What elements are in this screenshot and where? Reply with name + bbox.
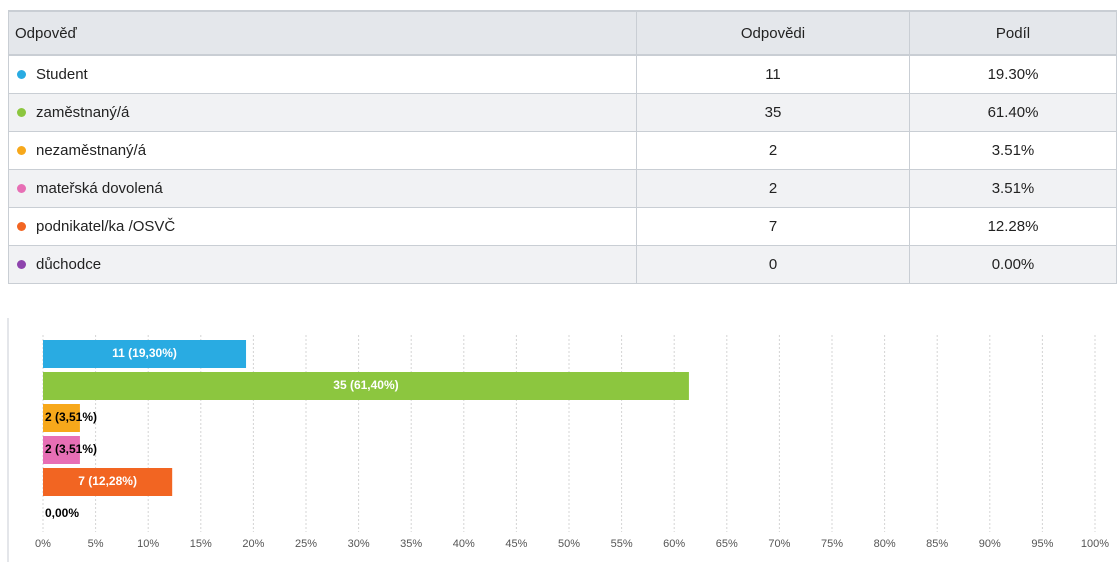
x-tick-label: 75% [821, 538, 843, 550]
table-row: mateřská dovolená 2 3.51% [8, 170, 1117, 208]
legend-dot [17, 222, 26, 231]
data-label: 2 (3,51%) [45, 442, 97, 456]
results-table: Odpověď Odpovědi Podíl Student 11 19.30% za… [8, 10, 1117, 284]
header-row: Odpověď Odpovědi Podíl [8, 10, 1117, 56]
x-tick-label: 100% [1081, 538, 1109, 550]
x-tick-label: 95% [1031, 538, 1053, 550]
data-label: 2 (3,51%) [45, 410, 97, 424]
x-tick-label: 90% [979, 538, 1001, 550]
data-label: 11 (19,30%) [112, 346, 177, 360]
answer-label: mateřská dovolená [36, 180, 163, 197]
share-cell: 0.00% [910, 246, 1117, 283]
bar [43, 436, 80, 464]
x-tick-label: 55% [611, 538, 633, 550]
answer-label: důchodce [36, 256, 102, 273]
count-cell: 11 [637, 56, 910, 93]
legend-dot [17, 108, 26, 117]
count-cell: 7 [637, 208, 910, 245]
answer-label: Student [36, 66, 88, 83]
answer-cell: zaměstnaný/á [8, 94, 637, 131]
table-row: důchodce 0 0.00% [8, 246, 1117, 284]
answer-cell: podnikatel/ka /OSVČ [8, 208, 637, 245]
answer-cell: mateřská dovolená [8, 170, 637, 207]
data-label: 0,00% [45, 506, 79, 520]
answer-cell: důchodce [8, 246, 637, 283]
x-tick-label: 10% [137, 538, 159, 550]
x-tick-label: 45% [505, 538, 527, 550]
count-cell: 35 [637, 94, 910, 131]
table-row: zaměstnaný/á 35 61.40% [8, 94, 1117, 132]
x-tick-label: 35% [400, 538, 422, 550]
data-label: 7 (12,28%) [78, 474, 137, 488]
x-tick-label: 80% [874, 538, 896, 550]
bar [43, 340, 247, 368]
share-cell: 61.40% [910, 94, 1117, 131]
answer-label: zaměstnaný/á [36, 104, 130, 121]
answer-cell: nezaměstnaný/á [8, 132, 637, 169]
answer-label: podnikatel/ka /OSVČ [36, 218, 176, 235]
x-tick-label: 5% [88, 538, 104, 550]
header-cell: Podíl [910, 12, 1117, 54]
bar [43, 404, 80, 432]
count-cell: 2 [637, 170, 910, 207]
x-tick-label: 60% [663, 538, 685, 550]
legend-dot [17, 260, 26, 269]
answer-cell: Student [8, 56, 637, 93]
bar [43, 468, 173, 496]
table-row: nezaměstnaný/á 2 3.51% [8, 132, 1117, 170]
share-cell: 19.30% [910, 56, 1117, 93]
header-cell: Odpověď [8, 12, 637, 54]
chart: 0% 5% 10% 15% 20% 25% 30% 35% 40% 45% 50% 55% 60% 65%… [7, 318, 1109, 562]
x-tick-label: 30% [348, 538, 370, 550]
x-tick-label: 15% [190, 538, 212, 550]
share-cell: 3.51% [910, 170, 1117, 207]
share-cell: 3.51% [910, 132, 1117, 169]
share-cell: 12.28% [910, 208, 1117, 245]
count-cell: 0 [637, 246, 910, 283]
legend-dot [17, 146, 26, 155]
count-cell: 2 [637, 132, 910, 169]
table-row: podnikatel/ka /OSVČ 7 12.28% [8, 208, 1117, 246]
x-tick-label: 85% [926, 538, 948, 550]
legend-dot [17, 184, 26, 193]
x-tick-label: 0% [35, 538, 51, 550]
x-tick-label: 25% [295, 538, 317, 550]
x-tick-label: 65% [716, 538, 738, 550]
answer-label: nezaměstnaný/á [36, 142, 147, 159]
x-tick-label: 40% [453, 538, 475, 550]
header-cell: Odpovědi [637, 12, 910, 54]
x-tick-label: 50% [558, 538, 580, 550]
x-tick-label: 70% [768, 538, 790, 550]
bar [43, 372, 689, 400]
table-row: Student 11 19.30% [8, 56, 1117, 94]
legend-dot [17, 70, 26, 79]
data-label: 35 (61,40%) [333, 378, 398, 392]
x-tick-label: 20% [242, 538, 264, 550]
